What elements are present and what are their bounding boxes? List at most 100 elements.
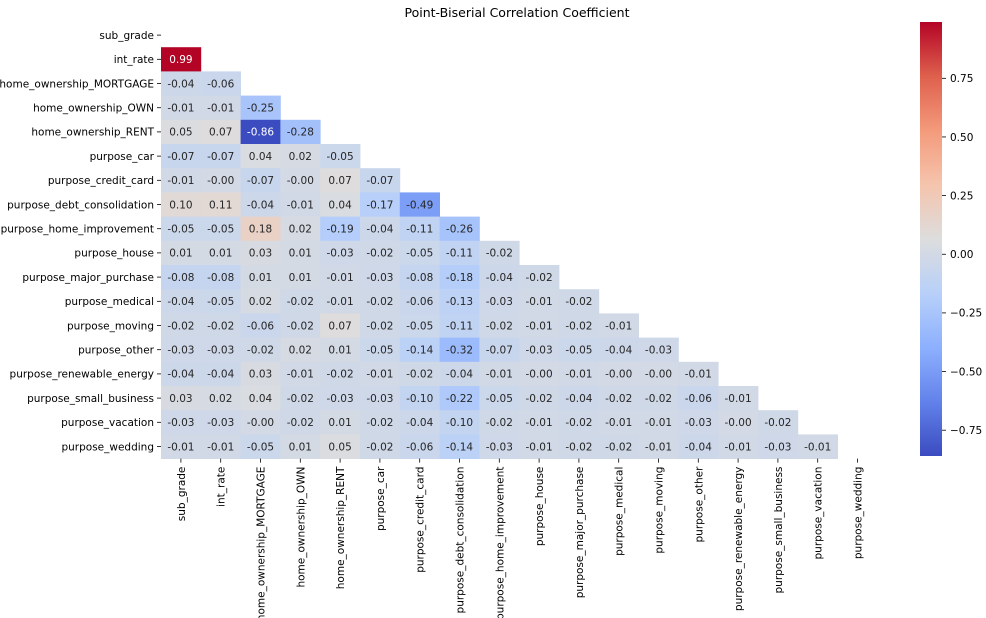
cell-value-label: -0.01 <box>685 369 712 381</box>
heatmap-cell <box>439 265 480 290</box>
heatmap-cell <box>399 192 440 217</box>
cell-value-label: 0.07 <box>328 175 351 187</box>
heatmap-cell <box>320 216 361 242</box>
heatmap-cell <box>280 192 321 217</box>
heatmap-cell <box>439 386 480 411</box>
cell-value-label: -0.03 <box>486 441 513 453</box>
column-label: purpose_credit_card <box>415 467 427 573</box>
heatmap-cell <box>360 410 401 435</box>
cell-value-label: 0.04 <box>249 151 273 163</box>
heatmap-cell <box>320 144 361 169</box>
heatmap-cell <box>161 289 202 314</box>
cell-value-label: -0.05 <box>565 345 592 357</box>
cell-value-label: -0.03 <box>764 441 791 453</box>
cell-value-label: -0.10 <box>446 417 473 429</box>
colorbar-ticks: 0.75 0.50 0.25 0.00 −0.25 −0.50 −0.75 <box>942 73 982 437</box>
cell-value-label: -0.02 <box>406 369 433 381</box>
row-label: purpose_other <box>78 345 155 357</box>
row-label: purpose_renewable_energy <box>10 369 154 381</box>
heatmap-cell <box>320 265 361 290</box>
heatmap-cell <box>320 410 361 435</box>
heatmap-cell <box>519 434 560 459</box>
cell-value-label: -0.01 <box>725 393 752 405</box>
cell-value-label: -0.01 <box>167 441 194 453</box>
heatmap-cell <box>678 386 719 411</box>
row-label: purpose_car <box>90 151 155 163</box>
cell-value-label: -0.19 <box>327 224 354 236</box>
heatmap-cell <box>519 410 560 435</box>
heatmap-cell <box>280 313 321 338</box>
cell-value-label: 0.07 <box>328 320 351 332</box>
heatmap-cell <box>479 313 520 338</box>
heatmap-cell <box>678 434 719 459</box>
heatmap-cell <box>559 434 600 459</box>
cell-value-label: -0.22 <box>446 393 473 405</box>
cell-value-label: -0.04 <box>207 369 234 381</box>
cell-value-label: -0.02 <box>764 417 791 429</box>
row-label: sub_grade <box>99 30 154 42</box>
heatmap-cell <box>439 361 480 387</box>
cell-value-label: -0.04 <box>605 345 632 357</box>
heatmap-cell <box>161 434 202 459</box>
cell-value-label: -0.02 <box>486 248 513 260</box>
cell-value-label: -0.01 <box>207 103 234 115</box>
cell-value-label: -0.01 <box>327 296 354 308</box>
heatmap-cell <box>240 361 281 387</box>
cell-value-label: -0.02 <box>366 248 393 260</box>
heatmap-cell <box>360 337 401 363</box>
cell-value-label: 0.03 <box>249 369 272 381</box>
cell-value-label: -0.01 <box>526 296 553 308</box>
heatmap-cell <box>598 313 639 338</box>
cell-value-label: -0.05 <box>207 296 234 308</box>
heatmap-cell <box>758 434 799 459</box>
cell-value-label: -0.04 <box>167 369 194 381</box>
heatmap-cell <box>200 95 241 121</box>
heatmap-cell <box>161 313 202 338</box>
heatmap-cell <box>439 289 480 314</box>
heatmap-cell <box>559 410 600 435</box>
heatmap-cell <box>559 337 600 363</box>
cell-value-label: -0.02 <box>167 320 194 332</box>
heatmap-cell <box>240 265 281 290</box>
cell-value-label: -0.06 <box>207 78 234 90</box>
heatmap-cell <box>360 240 401 266</box>
cell-value-label: -0.03 <box>207 417 234 429</box>
heatmap-cell <box>320 337 361 363</box>
row-label: purpose_debt_consolidation <box>7 199 154 211</box>
cell-value-label: -0.02 <box>287 296 314 308</box>
cell-value-label: 0.03 <box>249 248 272 260</box>
row-label: purpose_medical <box>65 296 154 308</box>
column-label: purpose_debt_consolidation <box>455 467 467 614</box>
chart-title: Point-Biserial Correlation Coefficient <box>405 5 630 20</box>
heatmap-cell <box>360 361 401 387</box>
heatmap-cell <box>161 144 202 169</box>
cell-value-label: -0.02 <box>366 320 393 332</box>
heatmap-cell <box>638 337 679 363</box>
heatmap-cell <box>200 313 241 338</box>
colorbar: 0.75 0.50 0.25 0.00 −0.25 −0.50 −0.75 <box>920 22 982 456</box>
heatmap-cell <box>161 265 202 290</box>
heatmap-cell <box>399 337 440 363</box>
heatmap-cell <box>240 144 281 169</box>
cell-value-label: -0.11 <box>446 248 473 260</box>
row-label: purpose_small_business <box>27 393 154 405</box>
cell-value-label: 0.07 <box>209 127 232 139</box>
heatmap-cell <box>360 434 401 459</box>
heatmap-cell <box>161 119 202 145</box>
heatmap-cell <box>240 386 281 411</box>
heatmap-cell <box>399 361 440 387</box>
heatmap-cell <box>479 265 520 290</box>
heatmap-cell <box>280 434 321 459</box>
heatmap-cell <box>399 434 440 459</box>
column-labels: sub_grade int_rate home_ownership_MORTGAGE… <box>176 458 865 618</box>
heatmap-cell <box>200 361 241 387</box>
heatmap-cell <box>638 361 679 387</box>
cell-value-label: -0.01 <box>366 369 393 381</box>
heatmap-cell <box>280 240 321 266</box>
heatmap-cell <box>479 289 520 314</box>
heatmap-cell <box>479 410 520 435</box>
heatmap-cell <box>519 289 560 314</box>
heatmap-cell <box>280 361 321 387</box>
cell-value-label: -0.02 <box>366 296 393 308</box>
